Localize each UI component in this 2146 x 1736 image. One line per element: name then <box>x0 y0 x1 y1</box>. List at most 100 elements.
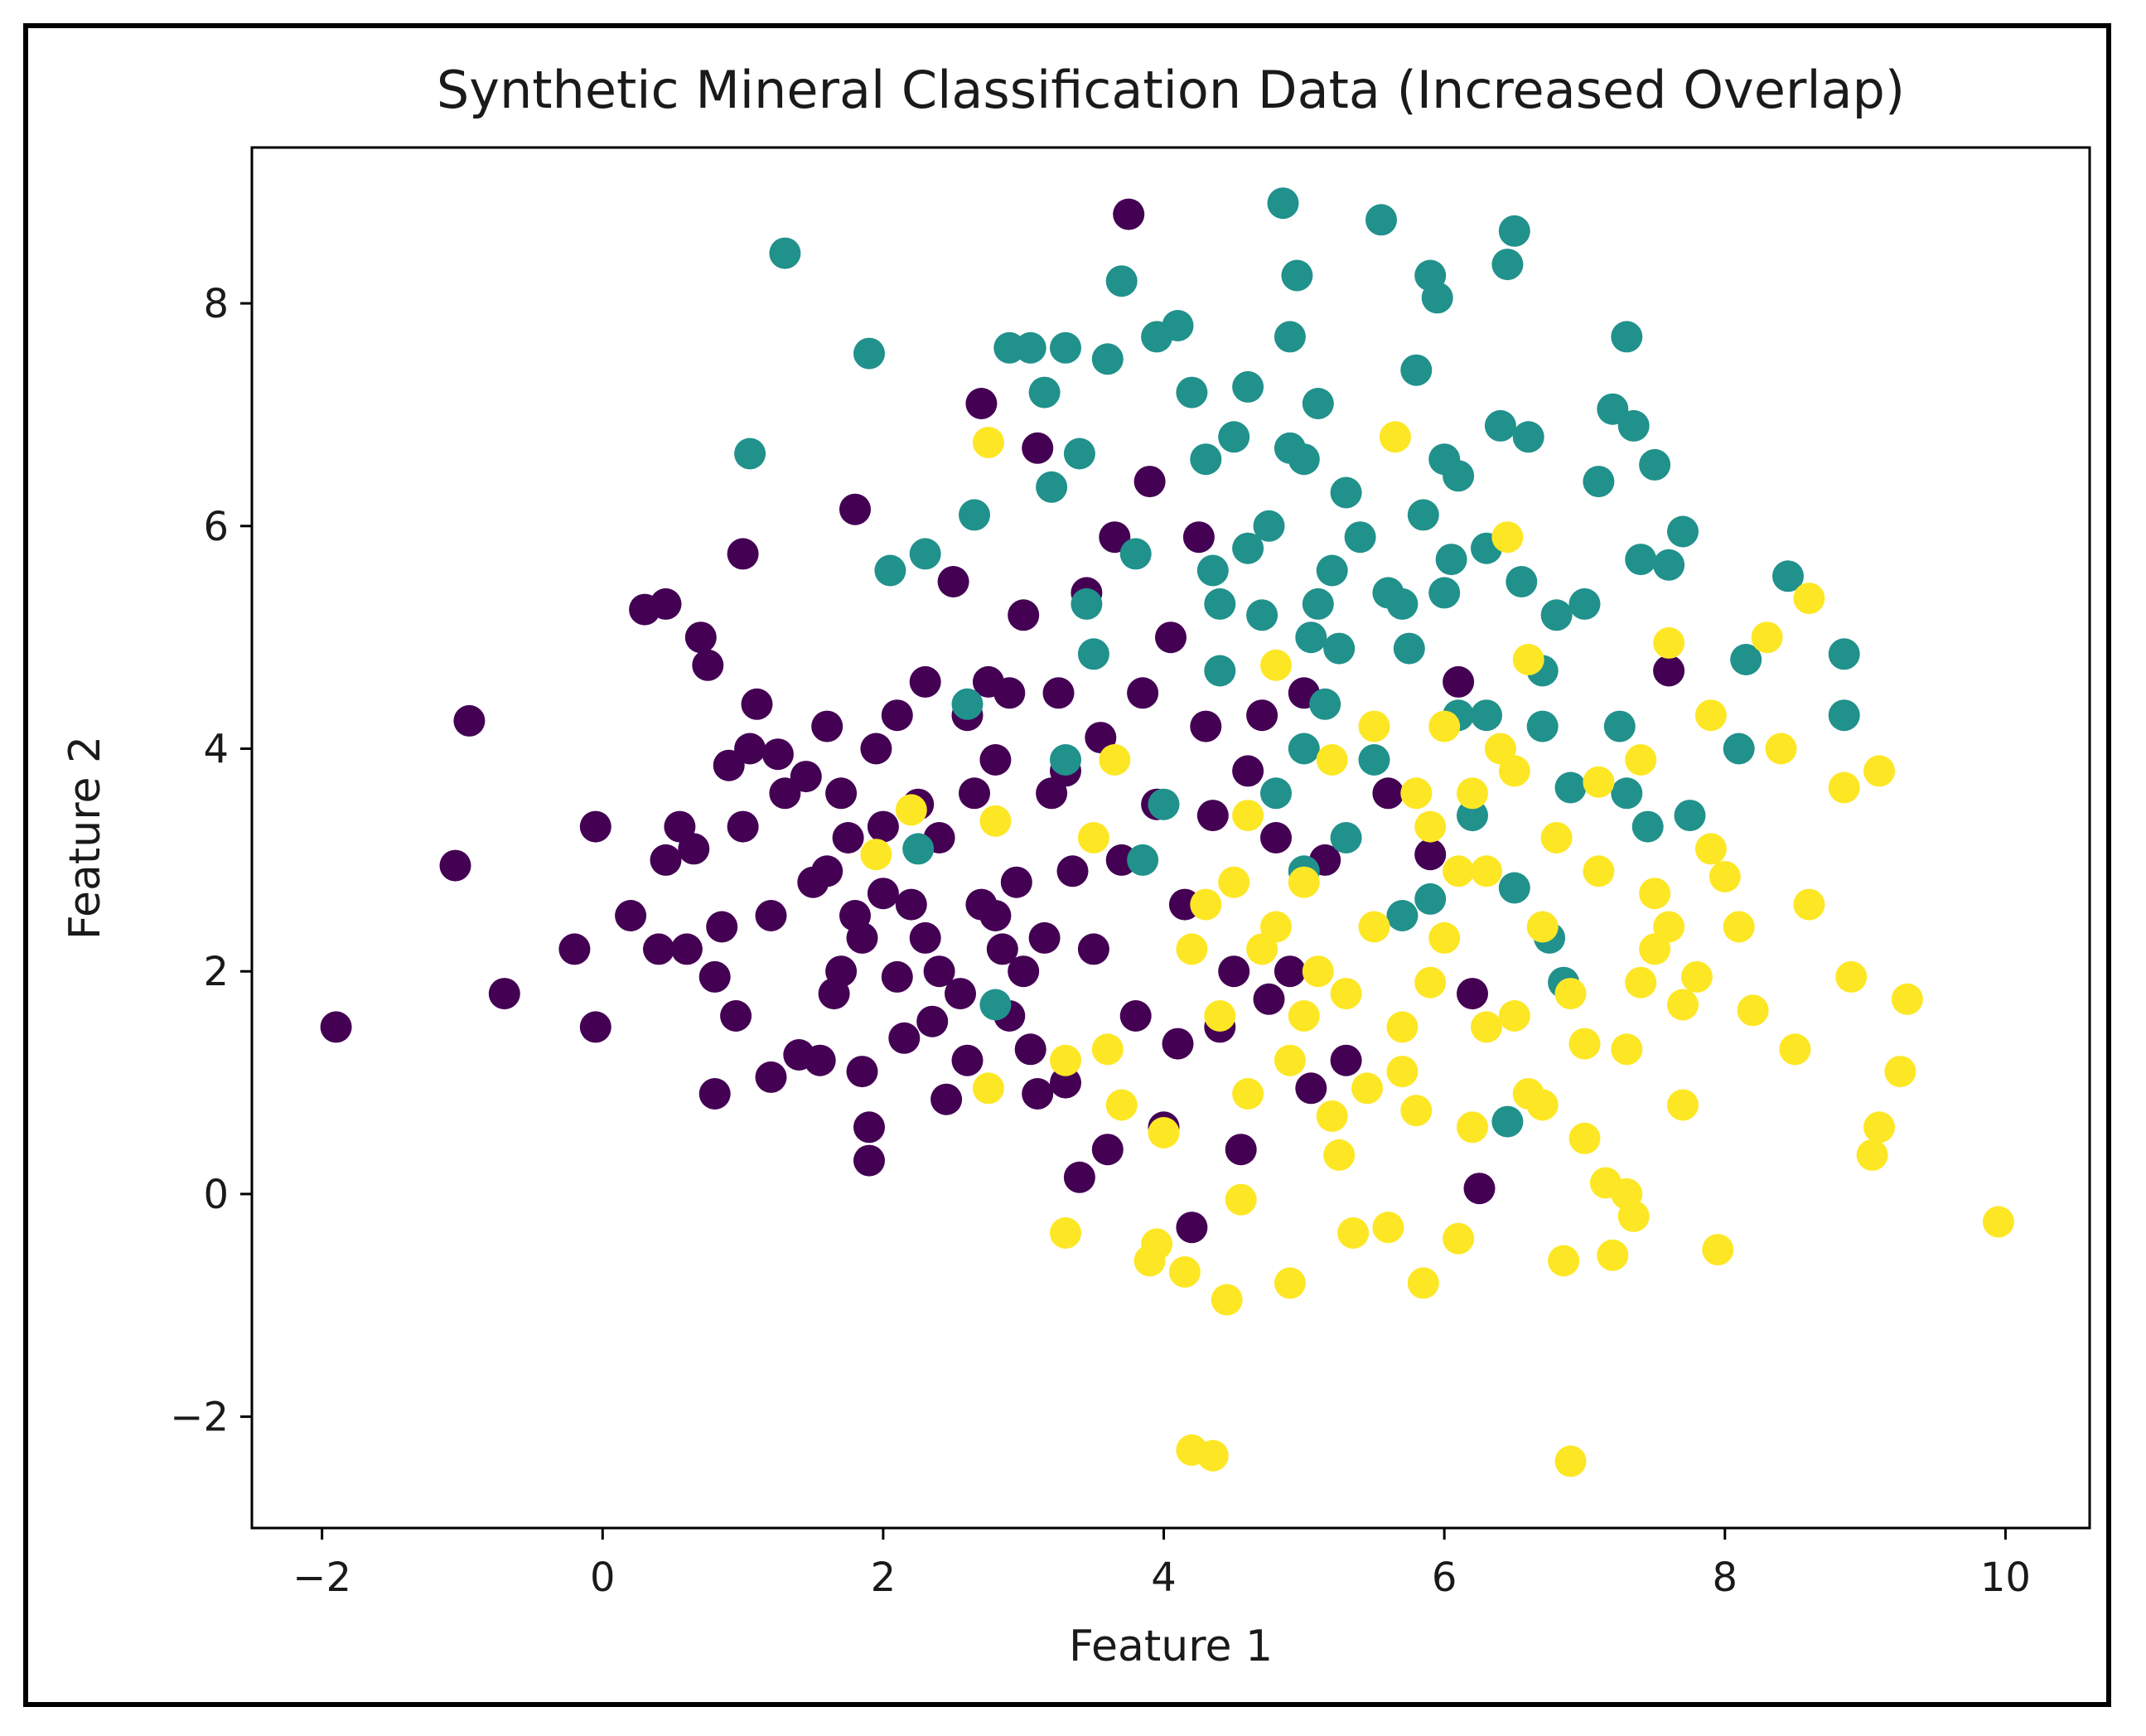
scatter-point-s0-22 <box>727 538 759 570</box>
scatter-point-s1-57 <box>1498 215 1530 247</box>
scatter-point-s0-58 <box>937 566 969 597</box>
scatter-point-s2-59 <box>1737 994 1769 1027</box>
scatter-point-s1-79 <box>1050 744 1081 776</box>
scatter-point-s2-60 <box>1751 621 1783 654</box>
scatter-point-s1-55 <box>1484 409 1516 442</box>
scatter-point-s1-101 <box>1428 577 1461 609</box>
scatter-point-s2-68 <box>1863 755 1895 787</box>
scatter-point-s2-103 <box>1316 1100 1348 1132</box>
scatter-point-s2-56 <box>1694 699 1727 732</box>
scatter-point-s0-31 <box>790 761 822 793</box>
series-0 <box>320 198 1685 1244</box>
scatter-point-s1-96 <box>1443 460 1475 492</box>
scatter-point-s1-35 <box>1295 621 1327 654</box>
scatter-point-s2-21 <box>1260 649 1292 681</box>
scatter-point-s0-24 <box>734 733 766 765</box>
scatter-point-s0-53 <box>909 921 941 954</box>
scatter-point-s0-55 <box>916 1005 949 1037</box>
scatter-point-s2-55 <box>1680 960 1713 993</box>
scatter-point-s1-31 <box>1267 187 1299 220</box>
scatter-point-s2-71 <box>1891 983 1923 1015</box>
scatter-point-s2-2 <box>972 427 1004 458</box>
scatter-point-s2-92 <box>1723 911 1755 943</box>
series-1 <box>734 187 1860 1138</box>
scatter-point-s2-44 <box>1554 1445 1587 1477</box>
scatter-point-s0-47 <box>867 810 899 843</box>
scatter-point-s2-22 <box>1274 1267 1306 1299</box>
scatter-point-s2-66 <box>1835 960 1868 993</box>
scatter-point-s2-43 <box>1548 1245 1580 1277</box>
scatter-point-s1-1 <box>769 237 801 269</box>
scatter-point-s2-45 <box>1568 1028 1601 1060</box>
scatter-point-s0-15 <box>684 621 717 654</box>
scatter-point-s2-106 <box>1653 911 1685 943</box>
scatter-point-s0-37 <box>825 777 858 810</box>
scatter-point-s2-104 <box>1512 1078 1544 1110</box>
scatter-point-s0-72 <box>1022 432 1054 464</box>
scatter-point-s0-1 <box>439 849 471 882</box>
scatter-point-s1-51 <box>1435 544 1467 576</box>
scatter-point-s2-30 <box>1379 421 1411 453</box>
scatter-point-s2-46 <box>1583 766 1615 798</box>
scatter-point-s1-64 <box>1583 466 1615 498</box>
scatter-point-s2-80 <box>1386 1056 1419 1088</box>
scatter-point-s1-39 <box>1330 476 1362 509</box>
scatter-plot: Synthetic Mineral Classification Data (I… <box>60 60 2091 1671</box>
y-axis-ticks: −2 0 2 4 6 8 <box>170 281 252 1441</box>
scatter-point-s0-17 <box>698 960 731 993</box>
x-tick-label: 8 <box>1713 1555 1738 1601</box>
scatter-point-s1-66 <box>1611 321 1643 353</box>
scatter-point-s2-87 <box>1583 855 1615 887</box>
scatter-point-s1-18 <box>1105 265 1138 297</box>
scatter-point-s0-27 <box>755 1061 787 1093</box>
scatter-point-s0-104 <box>1253 983 1285 1015</box>
scatter-point-s0-98 <box>1196 800 1229 832</box>
x-tick-label: 2 <box>871 1555 897 1601</box>
scatter-point-s0-43 <box>853 1144 885 1177</box>
scatter-point-s0-34 <box>811 710 843 742</box>
scatter-point-s0-35 <box>811 855 843 887</box>
scatter-point-s0-56 <box>923 955 955 988</box>
scatter-point-s0-10 <box>643 933 674 965</box>
scatter-point-s2-1 <box>895 794 927 826</box>
y-tick-label: 2 <box>203 949 229 995</box>
scatter-point-s2-27 <box>1337 1217 1370 1249</box>
scatter-point-s0-114 <box>1457 978 1488 1010</box>
scatter-point-s1-77 <box>1828 638 1860 670</box>
scatter-point-s0-44 <box>853 1111 885 1144</box>
scatter-point-s0-100 <box>1218 955 1250 988</box>
scatter-point-s2-63 <box>1793 888 1825 921</box>
scatter-point-s2-90 <box>1667 989 1699 1021</box>
scatter-point-s2-74 <box>1204 1000 1236 1032</box>
scatter-point-s2-83 <box>1471 1011 1502 1043</box>
scatter-point-s2-100 <box>1077 822 1109 853</box>
scatter-point-s2-8 <box>1099 744 1131 776</box>
scatter-point-s0-40 <box>839 493 871 525</box>
scatter-point-s0-33 <box>804 1044 836 1076</box>
scatter-point-s2-86 <box>1554 978 1587 1010</box>
scatter-point-s1-32 <box>1274 321 1306 353</box>
scatter-point-s1-93 <box>1323 632 1356 665</box>
scatter-point-s0-88 <box>1127 677 1159 709</box>
scatter-point-s2-7 <box>1091 1033 1124 1066</box>
scatter-point-s1-22 <box>1162 310 1194 341</box>
scatter-point-s2-75 <box>1232 800 1264 832</box>
scatter-point-s0-23 <box>727 810 759 843</box>
scatter-point-s1-74 <box>1730 644 1762 675</box>
scatter-point-s1-27 <box>1218 421 1250 453</box>
scatter-point-s1-70 <box>1653 549 1685 581</box>
scatter-point-s2-72 <box>1982 1206 2014 1238</box>
y-tick-label: 0 <box>203 1172 229 1218</box>
scatter-point-s1-62 <box>1554 771 1587 804</box>
scatter-point-s1-16 <box>1077 638 1109 670</box>
y-axis-label: Feature 2 <box>60 736 110 940</box>
scatter-point-s2-28 <box>1351 1072 1383 1105</box>
scatter-point-s1-72 <box>1674 800 1706 832</box>
scatter-point-s1-14 <box>1063 438 1095 470</box>
scatter-point-s2-91 <box>1694 833 1727 865</box>
scatter-point-s1-53 <box>1457 800 1488 832</box>
scatter-point-s1-67 <box>1617 409 1650 442</box>
scatter-point-s0-78 <box>1056 855 1089 887</box>
scatter-point-s0-102 <box>1232 755 1264 787</box>
scatter-point-s2-85 <box>1526 911 1559 943</box>
